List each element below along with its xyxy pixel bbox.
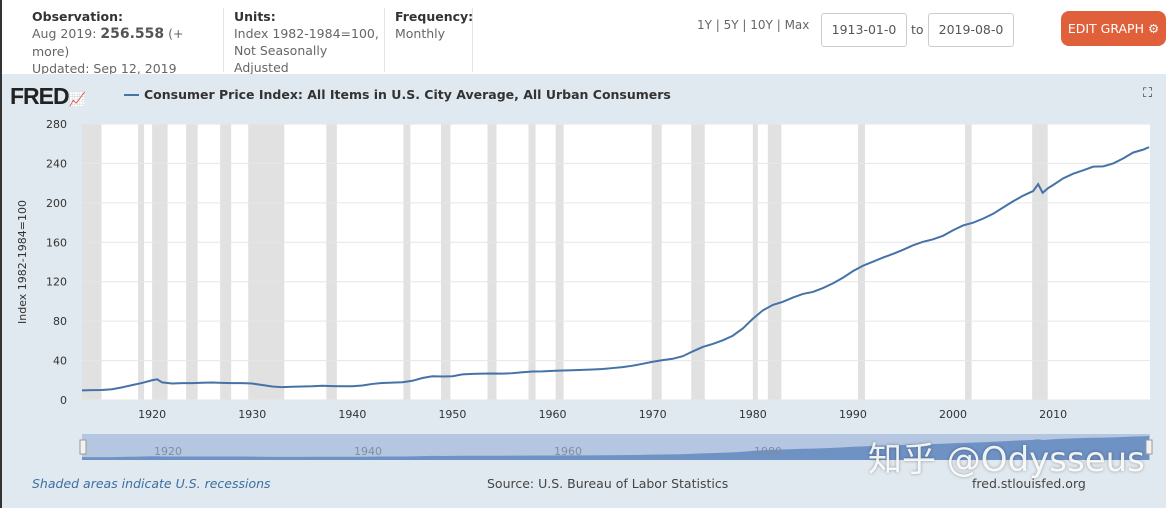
x-tick-label: 1920: [138, 408, 166, 421]
recession-band: [528, 124, 536, 400]
range-5y[interactable]: 5Y: [723, 18, 739, 32]
y-tick-label: 280: [46, 118, 67, 131]
edit-graph-label: EDIT GRAPH: [1067, 21, 1144, 36]
recession-band: [487, 124, 497, 400]
range-10y[interactable]: 10Y: [750, 18, 773, 32]
y-tick-label: 200: [46, 197, 67, 210]
x-tick-label: 1990: [839, 408, 867, 421]
y-tick-label: 0: [60, 394, 67, 407]
y-tick-label: 40: [53, 355, 67, 368]
end-date-input[interactable]: 2019-08-0: [928, 13, 1014, 47]
frequency-value: Monthly: [395, 26, 446, 41]
units-label: Units:: [234, 9, 276, 24]
navigator-tick-label: 1980: [754, 445, 782, 458]
x-tick-label: 1950: [438, 408, 466, 421]
y-tick-label: 240: [46, 157, 67, 170]
observation-block: Observation: Aug 2019: 256.558 (+ more) …: [2, 8, 224, 76]
source-text: Source: U.S. Bureau of Labor Statistics: [487, 476, 729, 491]
recession-band: [440, 124, 451, 400]
updated-date: Updated: Sep 12, 2019: [32, 61, 177, 76]
observation-label: Observation:: [32, 9, 123, 24]
observation-date: Aug 2019:: [32, 26, 97, 41]
recession-band: [403, 124, 411, 400]
navigator-series: [82, 436, 1150, 460]
more-link[interactable]: (+ more): [32, 26, 184, 59]
edit-graph-button[interactable]: EDIT GRAPH ⚙: [1061, 11, 1166, 46]
to-label: to: [911, 22, 924, 37]
observation-value: 256.558: [100, 26, 165, 42]
series-line: [81, 146, 1150, 392]
plot-area: [82, 124, 1150, 400]
x-tick-label: 1930: [238, 408, 266, 421]
recession-note: Shaded areas indicate U.S. recessions: [32, 476, 271, 491]
recession-band: [1032, 124, 1048, 400]
frequency-block: Frequency: Monthly: [385, 8, 473, 72]
navigator-handle[interactable]: [79, 439, 87, 455]
navigator-tick-label: 1920: [154, 445, 182, 458]
units-value-1: Index 1982-1984=100,: [234, 26, 379, 41]
site-link[interactable]: fred.stlouisfed.org: [972, 476, 1086, 491]
navigator-handle[interactable]: [1145, 439, 1153, 455]
recession-band: [965, 124, 972, 400]
recession-band: [691, 124, 705, 400]
recession-band: [248, 124, 285, 400]
legend-swatch: [124, 94, 139, 96]
fred-logo: FRED📈: [10, 83, 86, 109]
recession-band: [152, 124, 168, 400]
header-bar: Observation: Aug 2019: 256.558 (+ more) …: [0, 0, 1166, 76]
range-max[interactable]: Max: [784, 18, 810, 32]
x-tick-label: 2010: [1039, 408, 1067, 421]
recession-band: [326, 124, 337, 400]
frequency-label: Frequency:: [395, 9, 474, 24]
range-selector: 1Y | 5Y | 10Y | Max: [697, 18, 810, 32]
watermark: 知乎 @Odysseus: [868, 440, 1145, 480]
start-date-input[interactable]: 1913-01-0: [821, 13, 907, 47]
recession-band: [651, 124, 662, 400]
units-value-2: Not Seasonally Adjusted: [234, 43, 328, 75]
x-tick-label: 1980: [739, 408, 767, 421]
y-tick-label: 80: [53, 315, 67, 328]
recession-band: [220, 124, 232, 400]
navigator-tick-label: 1960: [554, 445, 582, 458]
x-tick-label: 2000: [939, 408, 967, 421]
x-tick-label: 1970: [639, 408, 667, 421]
units-block: Units: Index 1982-1984=100, Not Seasonal…: [224, 8, 385, 75]
gear-icon: ⚙: [1147, 21, 1160, 36]
x-tick-label: 1940: [338, 408, 366, 421]
recession-band: [752, 124, 758, 400]
recession-band: [186, 124, 198, 400]
recession-band: [555, 124, 564, 400]
y-tick-label: 160: [46, 236, 67, 249]
fullscreen-icon[interactable]: ⛶: [1143, 86, 1153, 101]
range-1y[interactable]: 1Y: [697, 18, 712, 32]
recession-band: [857, 124, 865, 400]
navigator-tick-label: 1940: [354, 445, 382, 458]
y-tick-label: 120: [46, 276, 67, 289]
recession-band: [82, 124, 102, 400]
chart-logo-icon: 📈: [68, 91, 86, 107]
x-tick-label: 1960: [539, 408, 567, 421]
series-title[interactable]: Consumer Price Index: All Items in U.S. …: [144, 87, 671, 102]
recession-band: [138, 124, 145, 400]
recession-band: [767, 124, 782, 400]
y-axis-label: Index 1982-1984=100: [16, 200, 29, 324]
